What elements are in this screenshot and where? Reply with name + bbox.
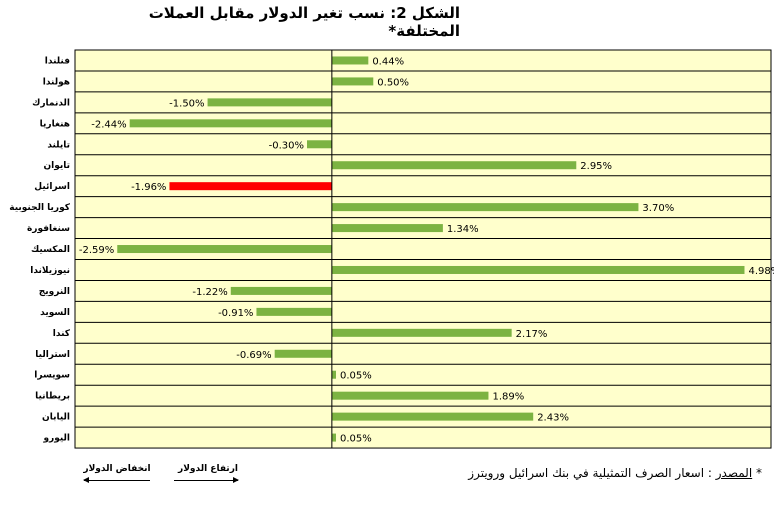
category-label: هولندا xyxy=(43,77,70,87)
bars xyxy=(117,56,745,442)
bar xyxy=(331,412,534,421)
category-label: سنغافورة xyxy=(27,224,70,234)
bar xyxy=(331,161,577,170)
category-label: اليابان xyxy=(42,413,70,423)
data-label: -1.22% xyxy=(192,287,227,298)
data-label: 0.05% xyxy=(340,434,372,445)
source-label: المصدر xyxy=(715,466,753,480)
category-label: نيوزيلاندا xyxy=(30,266,70,276)
category-label: كوريا الجنوبية xyxy=(9,203,70,213)
data-label: 1.34% xyxy=(447,224,479,235)
bar xyxy=(331,433,336,442)
bar xyxy=(331,56,369,65)
category-label: كندا xyxy=(53,329,71,339)
data-label: 0.05% xyxy=(340,371,372,382)
category-label: هنغاريا xyxy=(40,119,70,129)
bar xyxy=(331,224,443,233)
bar xyxy=(331,203,639,212)
data-label: 2.43% xyxy=(537,413,569,424)
data-label: -0.69% xyxy=(236,350,271,361)
category-labels: فنلندا هولندا الدنمارك هنغاريا تايلند تايوان ا… xyxy=(9,56,70,443)
data-label: 2.17% xyxy=(516,329,548,340)
bar xyxy=(230,286,332,295)
category-label: السويد xyxy=(40,308,70,318)
data-label: 1.89% xyxy=(492,392,524,403)
bar xyxy=(274,349,332,358)
data-label: -0.91% xyxy=(218,308,253,319)
legend-dollar-down: انخفاض الدولار xyxy=(83,464,151,474)
bar xyxy=(117,245,332,254)
bar xyxy=(331,265,745,274)
source-text: : اسعار الصرف التمثيلية في بنك اسرائيل و… xyxy=(468,466,712,480)
legend-dollar-up: ارتفاع الدولار xyxy=(178,464,238,474)
data-label: 0.50% xyxy=(377,77,409,88)
data-label: -1.96% xyxy=(131,182,166,193)
value-labels: 0.44% 0.50% -1.50% -2.44% -0.30% 2.95% -1.96% 3… xyxy=(79,56,774,444)
bar xyxy=(129,119,332,128)
bar xyxy=(331,328,512,337)
data-label: -2.44% xyxy=(91,119,126,130)
data-label: 3.70% xyxy=(642,203,674,214)
data-label: -1.50% xyxy=(169,98,204,109)
data-label: 2.95% xyxy=(580,161,612,172)
grid-lines xyxy=(75,70,771,428)
category-label: المكسيك xyxy=(31,245,70,255)
source-star: * xyxy=(756,466,762,480)
category-label: النرويج xyxy=(39,287,70,297)
data-label: 0.44% xyxy=(372,56,404,67)
data-label: 4.98% xyxy=(748,266,774,277)
bar xyxy=(207,98,332,107)
bar-chart: فنلندا هولندا الدنمارك هنغاريا تايلند تايوان ا… xyxy=(9,49,774,449)
source-note: * المصدر : اسعار الصرف التمثيلية في بنك … xyxy=(440,466,762,480)
category-label: الدنمارك xyxy=(32,98,70,108)
category-label: سويسرا xyxy=(34,371,70,381)
category-label: اليورو xyxy=(42,434,70,444)
bar xyxy=(331,77,374,86)
category-label: تايلند xyxy=(47,140,70,150)
chart-title: الشكل 2: نسب تغير الدولار مقابل العملات … xyxy=(148,4,460,40)
category-label: تايوان xyxy=(43,161,70,171)
bar xyxy=(331,370,336,379)
category-label: بريطانيا xyxy=(35,392,70,402)
data-label: -2.59% xyxy=(79,245,114,256)
left-arrow-icon xyxy=(83,477,150,483)
bar xyxy=(331,391,489,400)
right-arrow-icon xyxy=(174,477,239,483)
data-label: -0.30% xyxy=(269,140,304,151)
bar xyxy=(169,182,332,191)
bar xyxy=(256,307,332,316)
category-label: اسرائيل xyxy=(34,182,70,192)
bar xyxy=(307,140,332,149)
category-label: فنلندا xyxy=(45,56,70,66)
category-label: استراليا xyxy=(35,350,70,360)
